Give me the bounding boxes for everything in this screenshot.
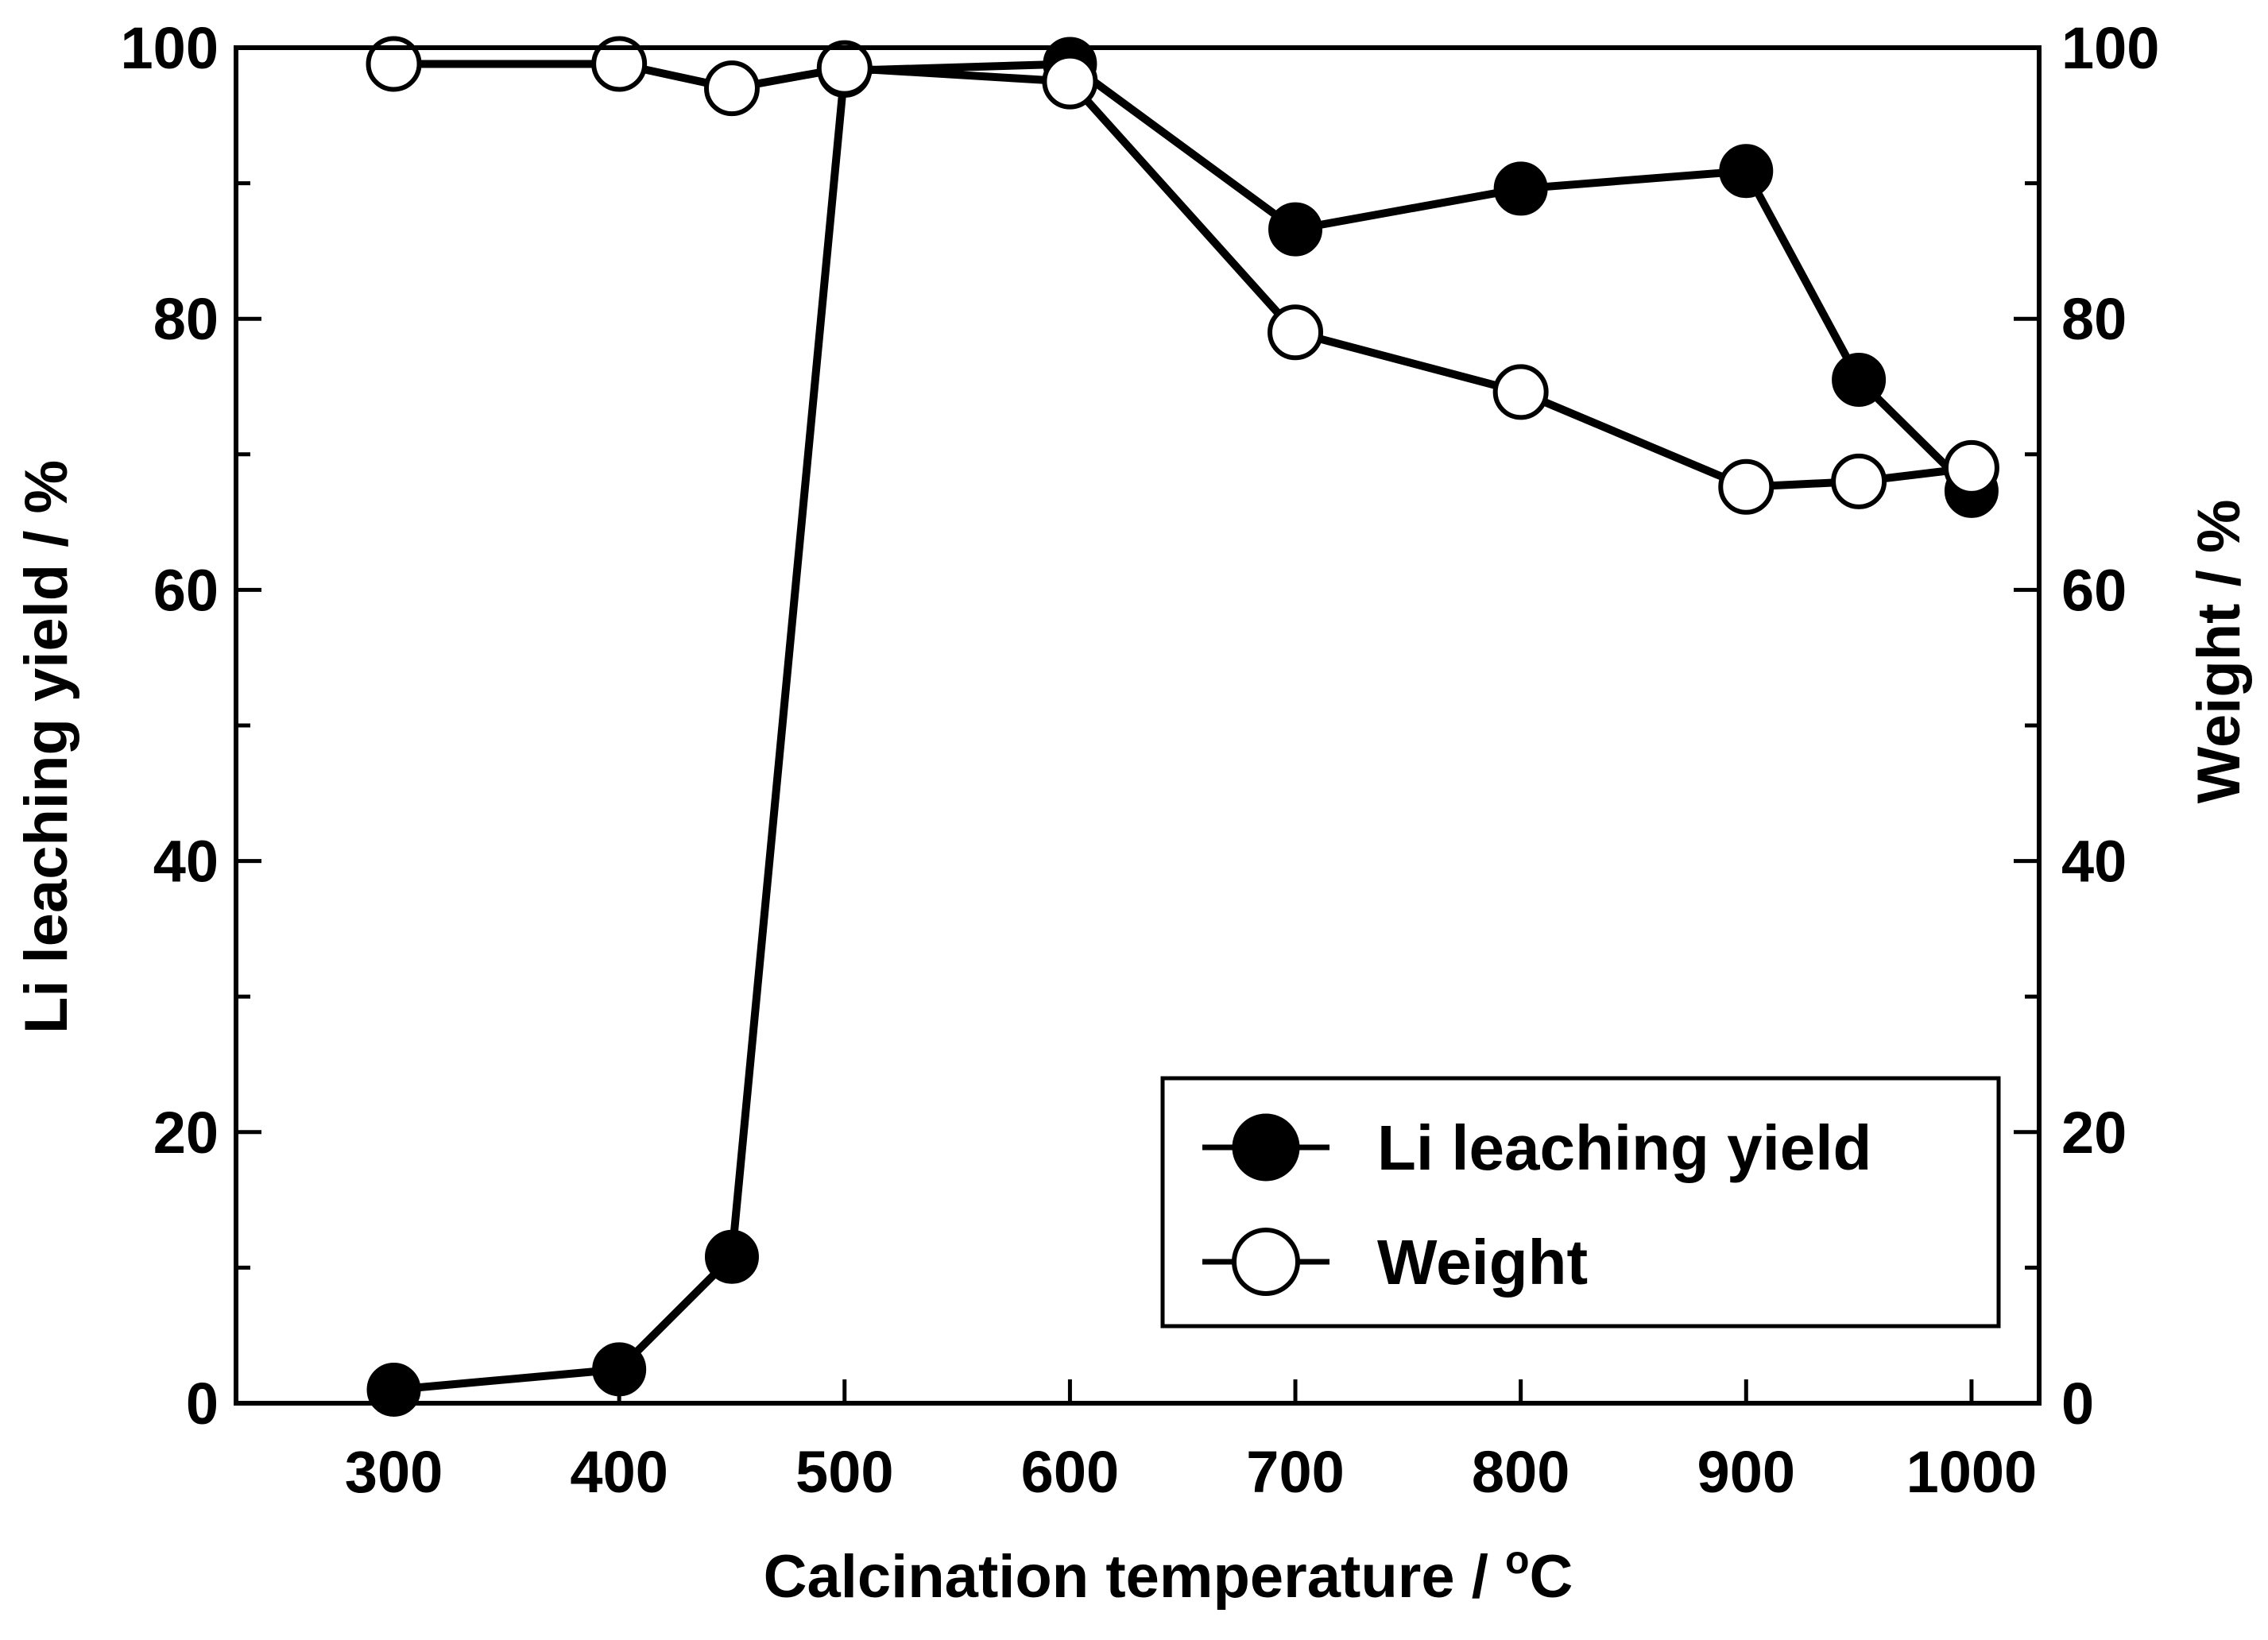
y2-tick-label-20: 20	[2061, 1100, 2127, 1166]
x-tick-label-400: 400	[570, 1439, 668, 1505]
y-tick-label-60: 60	[153, 557, 219, 623]
series-1-point-500	[816, 40, 873, 96]
series-0-point-700	[1268, 202, 1323, 257]
series-1-point-600	[1042, 53, 1098, 110]
x-tick-label-900: 900	[1697, 1439, 1795, 1505]
series-0-point-300	[366, 1362, 421, 1417]
y2-tick-label-100: 100	[2061, 15, 2159, 81]
series-1-point-900	[1718, 458, 1775, 515]
series-1-point-300	[366, 36, 422, 92]
x-axis-title: Calcination temperature / oC	[764, 1538, 1573, 1611]
series-0-point-450	[704, 1229, 759, 1284]
series-1-point-400	[591, 36, 648, 92]
x-tick-label-300: 300	[345, 1439, 443, 1505]
tick-labels-group: 300 400 500 600 700 800 900 1000020406080100020…	[121, 15, 2160, 1505]
x-tick-label-1000: 1000	[1906, 1439, 2038, 1505]
series-1-point-950	[1831, 453, 1887, 509]
series-line-0	[393, 60, 1975, 1394]
series-lines-group	[393, 60, 1975, 1394]
series-1-point-700	[1268, 304, 1324, 361]
series-0-point-950	[1832, 352, 1887, 407]
series-0-point-800	[1493, 161, 1548, 216]
legend-label-li: Li leaching yield	[1377, 1112, 1871, 1183]
y2-tick-label-80: 80	[2061, 286, 2127, 352]
legend-marker-weight	[1232, 1228, 1300, 1296]
y2-tick-label-40: 40	[2061, 829, 2127, 895]
y2-axis-title: Weight / %	[2185, 500, 2253, 804]
legend-box	[1160, 1076, 2001, 1329]
y2-tick-label-60: 60	[2061, 557, 2127, 623]
y-tick-label-20: 20	[153, 1100, 219, 1166]
y2-tick-label-0: 0	[2061, 1371, 2094, 1437]
legend: Li leaching yield Weight	[1160, 1076, 2001, 1329]
x-tick-label-800: 800	[1472, 1439, 1569, 1505]
series-1-point-450	[703, 60, 760, 117]
x-tick-label-600: 600	[1021, 1439, 1119, 1505]
x-tick-label-700: 700	[1246, 1439, 1344, 1505]
series-0-point-900	[1719, 144, 1774, 199]
series-0-point-400	[592, 1342, 647, 1397]
series-1-point-800	[1492, 364, 1549, 420]
series-1-point-1000	[1943, 439, 1999, 496]
y-tick-label-80: 80	[153, 286, 219, 352]
legend-marker-li	[1232, 1113, 1300, 1182]
y-tick-label-100: 100	[121, 15, 219, 81]
series-line-1	[393, 60, 1972, 491]
series-points-group	[366, 36, 1999, 1417]
legend-label-weight: Weight	[1377, 1227, 1588, 1298]
y-tick-label-0: 0	[186, 1371, 219, 1437]
y-axis-title: Li leaching yield / %	[13, 460, 80, 1034]
x-tick-label-500: 500	[795, 1439, 893, 1505]
y-tick-label-40: 40	[153, 829, 219, 895]
plot-frame	[234, 45, 2042, 1406]
